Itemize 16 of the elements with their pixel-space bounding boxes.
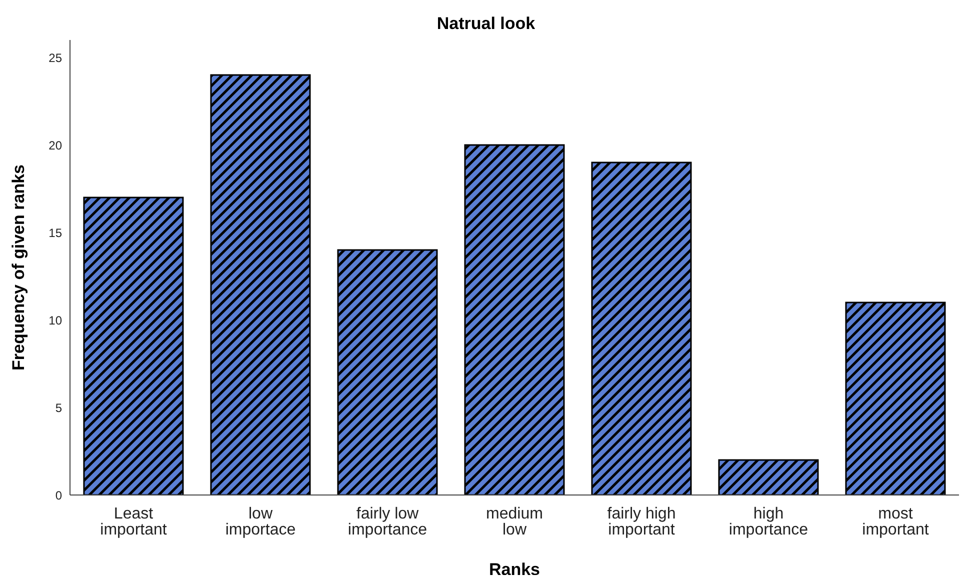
x-tick-label: fairly high important bbox=[607, 505, 676, 538]
y-tick-label: 25 bbox=[48, 50, 62, 65]
y-tick-label: 20 bbox=[48, 138, 62, 152]
y-tick-label: 10 bbox=[48, 313, 62, 328]
x-tick-label: high importance bbox=[728, 505, 808, 538]
x-tick-label: low importace bbox=[225, 505, 296, 538]
x-tick-label: most important bbox=[862, 505, 930, 538]
x-axis-title: Ranks bbox=[488, 560, 540, 579]
x-tick-label: medium low bbox=[486, 505, 543, 538]
x-tick-label: fairly low importance bbox=[348, 505, 428, 538]
y-tick-label: 15 bbox=[48, 226, 62, 240]
y-axis-title: Frequency of given ranks bbox=[9, 164, 28, 370]
y-tick-label: 0 bbox=[55, 488, 62, 502]
y-tick-label: 5 bbox=[55, 400, 62, 415]
x-tick-label: Least important bbox=[100, 505, 168, 538]
chart-title: Natrual look bbox=[436, 13, 536, 35]
